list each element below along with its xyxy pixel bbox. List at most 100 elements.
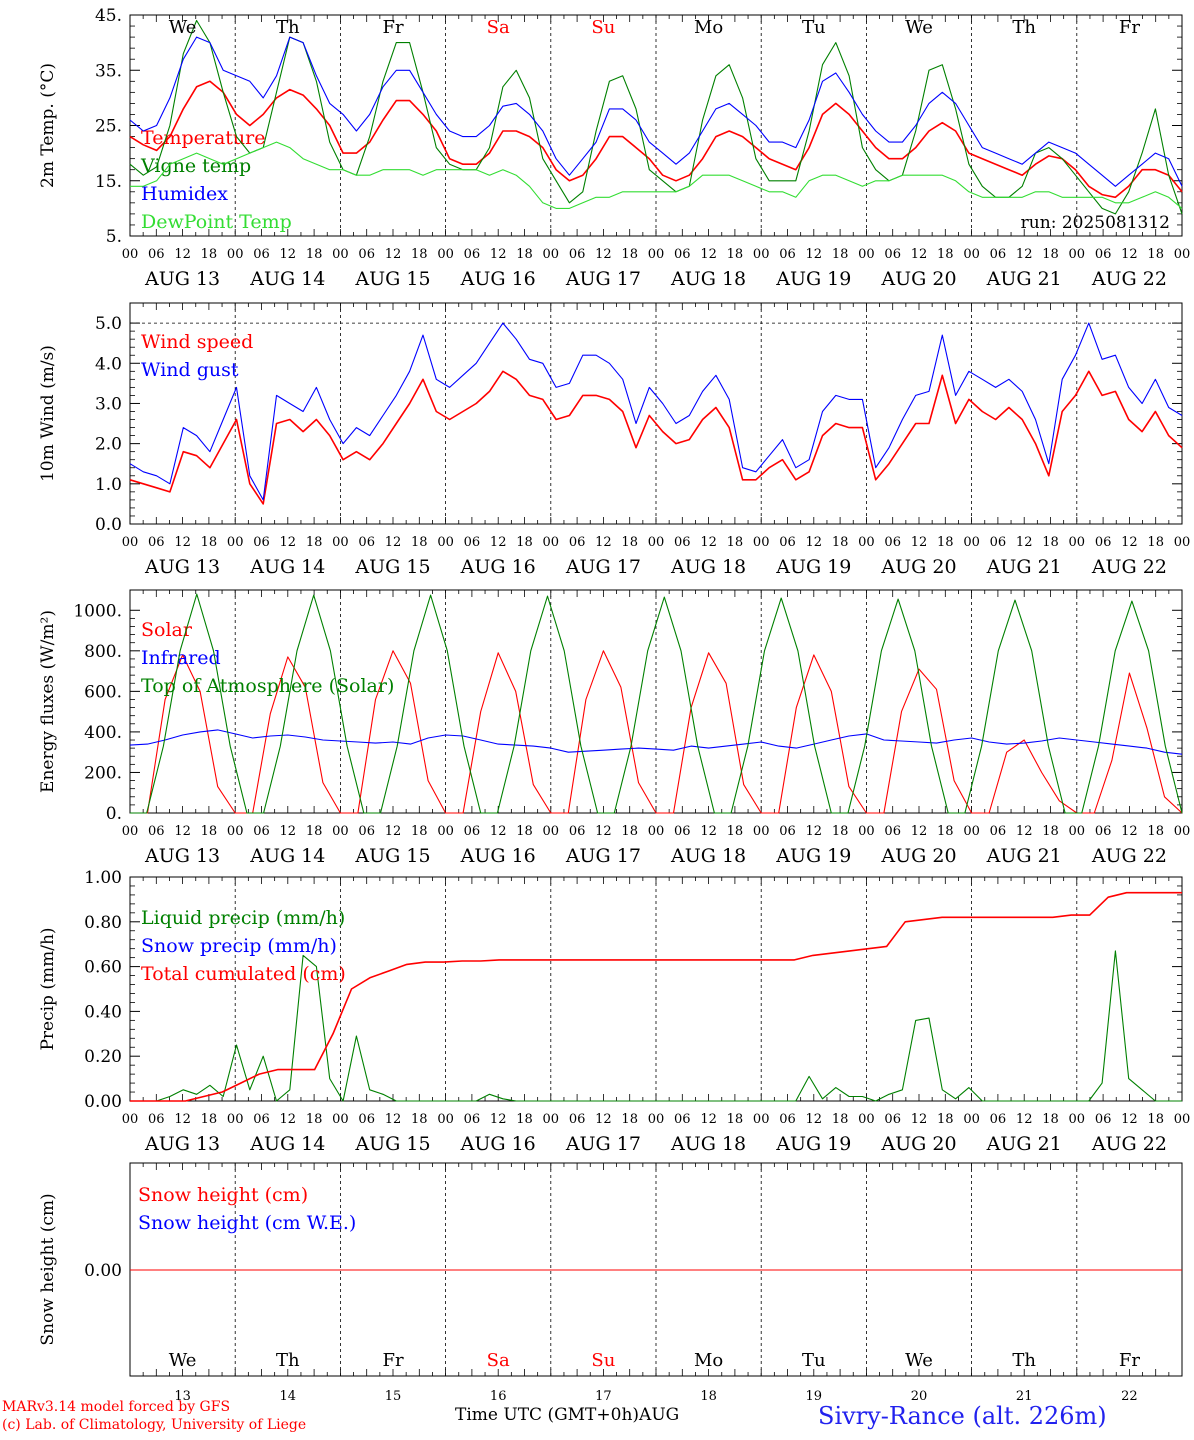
hour-label: 12 [700,535,717,550]
hour-label: 18 [516,1112,533,1127]
hour-label: 00 [332,535,349,550]
y-tick-label: 200. [84,763,122,783]
series-line-liquid-precip-mm-h- [130,950,1182,1102]
hour-label: 00 [122,824,139,839]
legend-entry: Total cumulated (cm) [141,963,346,985]
series-line-wind-gust [129,322,1183,501]
date-label: AUG 19 [775,268,851,290]
legend-entry: Infrared [141,647,221,669]
day-name-footer: Sa [487,1350,510,1371]
hour-label: 18 [516,824,533,839]
hour-label: 00 [227,247,244,262]
hour-label: 00 [543,1112,560,1127]
hour-label: 12 [1121,535,1138,550]
legend-entry: Solar [141,619,193,641]
day-name-header: We [169,17,197,38]
y-tick-label: 0.60 [84,958,122,978]
hour-label: 06 [1095,247,1112,262]
run-label: run: 2025081312 [1021,213,1170,233]
hour-label: 00 [227,1112,244,1127]
date-label: AUG 19 [775,556,851,578]
hour-label: 18 [937,247,954,262]
y-tick-label: 15. [95,172,122,192]
y-tick-label: 600. [84,682,122,702]
hour-label: 06 [569,1112,586,1127]
hour-label: 00 [648,824,665,839]
hour-label: 12 [595,535,612,550]
hour-label: 06 [253,1112,270,1127]
y-tick-label: 35. [95,61,122,81]
day-name-header: Su [591,17,615,38]
hour-label: 06 [1095,1112,1112,1127]
date-label: AUG 22 [1091,268,1167,290]
day-name-footer: Th [1012,1350,1036,1371]
hour-label: 06 [464,824,481,839]
day-name-header: Mo [694,17,723,38]
hour-label: 18 [727,1112,744,1127]
y-tick-label: 1.0 [95,475,122,495]
hour-label: 18 [306,824,323,839]
date-label: AUG 15 [354,268,430,290]
legend-entry: Snow height (cm W.E.) [138,1212,356,1234]
hour-label: 12 [385,1112,402,1127]
hour-label: 06 [148,1112,165,1127]
date-label: AUG 16 [460,268,536,290]
hour-label: 00 [332,247,349,262]
y-axis-label: 2m Temp. (°C) [38,63,58,188]
hour-label: 06 [779,824,796,839]
hour-label: 18 [832,824,849,839]
date-label: AUG 14 [249,556,325,578]
date-label: AUG 20 [880,556,956,578]
hour-label: 00 [648,247,665,262]
hour-label: 06 [569,824,586,839]
y-tick-label: 25. [95,117,122,137]
hour-label: 06 [148,247,165,262]
hour-label: 00 [227,824,244,839]
date-label: AUG 14 [249,1133,325,1155]
hour-label: 18 [201,1112,218,1127]
date-label: AUG 14 [249,268,325,290]
day-name-footer: Su [591,1350,615,1371]
hour-label: 18 [516,247,533,262]
hour-label: 00 [858,824,875,839]
hour-label: 00 [1069,824,1086,839]
hour-label: 18 [201,247,218,262]
hour-label: 06 [779,1112,796,1127]
hour-label: 00 [963,535,980,550]
hour-label: 06 [990,824,1007,839]
hour-label: 12 [174,535,191,550]
hour-label: 18 [201,824,218,839]
panel-4: 0.00 0.20 0.40 0.60 0.80 1.00 Precip (mm/h) Liq… [38,868,1190,1155]
hour-label: 18 [937,535,954,550]
hour-label: 12 [490,535,507,550]
copyright-line: (c) Lab. of Climatology, University of L… [2,1417,307,1433]
panel-5: 0.00 Snow height (cm) Snow height (cm) Snow… [38,1162,1183,1404]
day-name-footer: We [905,1350,933,1371]
hour-label: 00 [437,247,454,262]
series-line-solar [130,650,1183,814]
hour-label: 12 [490,1112,507,1127]
hour-label: 06 [779,535,796,550]
hour-label: 00 [858,247,875,262]
y-axis-label: 10m Wind (m/s) [38,345,58,482]
series-line-top-of-atmosphere-solar- [130,593,1183,814]
legend-entry: Wind gust [141,359,239,381]
hour-label: 00 [753,824,770,839]
hour-label: 00 [437,824,454,839]
date-label: AUG 21 [986,556,1062,578]
hour-label: 18 [621,1112,638,1127]
date-label: AUG 21 [986,268,1062,290]
hour-label: 12 [1016,535,1033,550]
hour-label: 00 [1174,824,1191,839]
model-credits: MARv3.14 model forced by GFS (c) Lab. of… [2,1398,306,1434]
hour-label: 12 [1016,1112,1033,1127]
hour-label: 18 [621,247,638,262]
hour-label: 06 [990,247,1007,262]
legend-entry: Snow precip (mm/h) [141,935,337,957]
hour-label: 18 [1042,535,1059,550]
hour-label: 00 [1174,247,1191,262]
date-label: AUG 13 [144,1133,220,1155]
hour-label: 18 [832,1112,849,1127]
hour-label: 18 [1147,824,1164,839]
